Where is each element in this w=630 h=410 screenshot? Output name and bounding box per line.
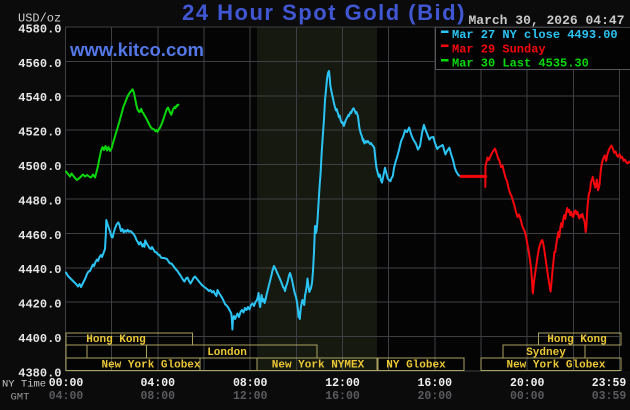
svg-text:24 Hour Spot Gold (Bid): 24 Hour Spot Gold (Bid) [182,0,466,25]
svg-text:New York Globex: New York Globex [506,360,605,372]
svg-text:4540.0: 4540.0 [18,91,61,105]
svg-text:USD/oz: USD/oz [18,12,61,26]
svg-text:Mar 30 Last 4535.30: Mar 30 Last 4535.30 [452,57,589,71]
svg-text:www.kitco.com: www.kitco.com [69,39,204,60]
svg-text:NY Time: NY Time [2,379,46,391]
svg-text:Hong Kong: Hong Kong [547,334,606,346]
svg-text:4380.0: 4380.0 [18,366,61,380]
svg-text:March 30, 2026 04:47: March 30, 2026 04:47 [468,13,624,28]
svg-text:04:00: 04:00 [49,390,84,403]
svg-text:4580.0: 4580.0 [18,22,61,36]
svg-text:4480.0: 4480.0 [18,194,61,208]
svg-text:16:00: 16:00 [418,377,453,390]
svg-text:00:00: 00:00 [49,377,84,390]
svg-text:4500.0: 4500.0 [18,160,61,174]
svg-text:12:00: 12:00 [233,390,268,403]
svg-text:04:00: 04:00 [141,377,176,390]
svg-text:20:00: 20:00 [418,390,453,403]
svg-text:23:59: 23:59 [592,377,627,390]
svg-text:12:00: 12:00 [325,377,360,390]
svg-text:London: London [207,347,247,359]
svg-text:4520.0: 4520.0 [18,126,61,140]
svg-text:4440.0: 4440.0 [18,263,61,277]
svg-text:Mar 27 NY close 4493.00: Mar 27 NY close 4493.00 [452,28,618,42]
svg-text:Sydney: Sydney [526,347,566,359]
svg-text:08:00: 08:00 [233,377,268,390]
svg-text:00:00: 00:00 [510,390,545,403]
svg-text:08:00: 08:00 [141,390,176,403]
svg-text:4420.0: 4420.0 [18,298,61,312]
svg-text:NY Globex: NY Globex [386,360,446,372]
svg-text:New York Globex: New York Globex [101,360,200,372]
svg-text:GMT: GMT [11,392,30,404]
svg-text:4400.0: 4400.0 [18,332,61,346]
svg-text:Hong Kong: Hong Kong [86,334,145,346]
svg-text:Mar 29 Sunday: Mar 29 Sunday [452,42,546,56]
svg-text:4560.0: 4560.0 [18,57,61,71]
svg-text:16:00: 16:00 [325,390,360,403]
svg-text:20:00: 20:00 [510,377,545,390]
svg-text:New York NYMEX: New York NYMEX [272,360,365,372]
svg-text:4460.0: 4460.0 [18,229,61,243]
svg-text:03:59: 03:59 [592,390,627,403]
